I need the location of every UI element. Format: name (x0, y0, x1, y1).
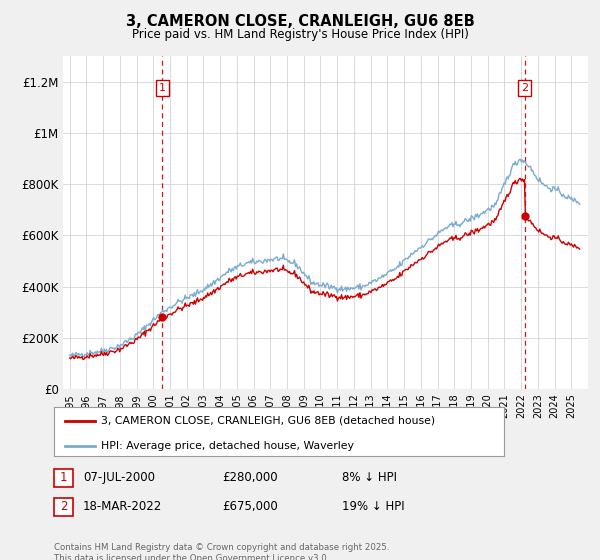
Text: 3, CAMERON CLOSE, CRANLEIGH, GU6 8EB (detached house): 3, CAMERON CLOSE, CRANLEIGH, GU6 8EB (de… (101, 416, 436, 426)
Text: 19% ↓ HPI: 19% ↓ HPI (342, 500, 404, 514)
Text: 2: 2 (521, 83, 528, 93)
Text: £280,000: £280,000 (222, 471, 278, 484)
Text: £675,000: £675,000 (222, 500, 278, 514)
Text: Contains HM Land Registry data © Crown copyright and database right 2025.
This d: Contains HM Land Registry data © Crown c… (54, 543, 389, 560)
Text: Price paid vs. HM Land Registry's House Price Index (HPI): Price paid vs. HM Land Registry's House … (131, 28, 469, 41)
Text: 18-MAR-2022: 18-MAR-2022 (83, 500, 162, 514)
Text: 1: 1 (159, 83, 166, 93)
Text: 3, CAMERON CLOSE, CRANLEIGH, GU6 8EB: 3, CAMERON CLOSE, CRANLEIGH, GU6 8EB (125, 14, 475, 29)
Text: 8% ↓ HPI: 8% ↓ HPI (342, 471, 397, 484)
Text: 07-JUL-2000: 07-JUL-2000 (83, 471, 155, 484)
Text: HPI: Average price, detached house, Waverley: HPI: Average price, detached house, Wave… (101, 441, 354, 451)
Text: 1: 1 (60, 471, 67, 484)
Text: 2: 2 (60, 500, 67, 514)
